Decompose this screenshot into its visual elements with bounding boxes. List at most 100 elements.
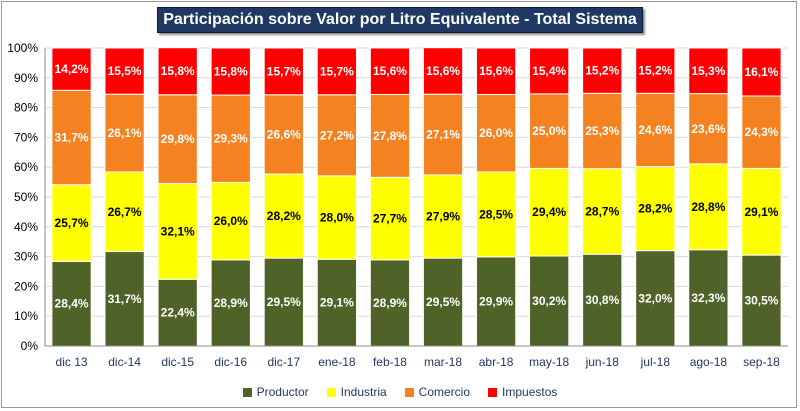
data-label: 28,5% bbox=[479, 207, 513, 221]
bar-segment bbox=[263, 94, 304, 175]
y-tick-label: 100% bbox=[7, 41, 38, 55]
data-label: 27,8% bbox=[373, 129, 407, 143]
data-label: 29,9% bbox=[479, 294, 513, 308]
x-tick-label: abr-18 bbox=[479, 355, 514, 369]
bar-segment bbox=[210, 181, 251, 261]
data-label: 31,7% bbox=[55, 131, 89, 145]
bar-segment bbox=[475, 47, 517, 95]
data-label: 16,1% bbox=[744, 65, 778, 79]
data-label: 15,4% bbox=[532, 64, 566, 78]
chart-title-box: Participación sobre Valor por Litro Equi… bbox=[157, 7, 643, 33]
data-label: 26,1% bbox=[108, 126, 142, 140]
x-tick-label: jun-18 bbox=[585, 355, 620, 369]
data-label: 28,2% bbox=[267, 209, 301, 223]
bar-segment bbox=[104, 171, 145, 253]
x-tick-label: ene-18 bbox=[318, 355, 356, 369]
data-label: 28,0% bbox=[320, 211, 354, 225]
data-label: 29,3% bbox=[214, 132, 248, 146]
chart-legend: Productor Industria Comercio Impuestos bbox=[0, 385, 800, 399]
data-label: 29,8% bbox=[161, 132, 195, 146]
bar-segment bbox=[104, 47, 145, 95]
chart-title: Participación sobre Valor por Litro Equi… bbox=[163, 11, 637, 28]
data-label: 31,7% bbox=[108, 292, 142, 306]
data-label: 32,0% bbox=[638, 291, 672, 305]
bar-segment bbox=[475, 93, 517, 173]
bar-segment bbox=[51, 47, 92, 91]
data-label: 26,0% bbox=[214, 214, 248, 228]
data-label: 29,5% bbox=[426, 295, 460, 309]
data-label: 28,9% bbox=[373, 296, 407, 310]
x-tick-label: ago-18 bbox=[690, 355, 728, 369]
bar-segment bbox=[475, 256, 517, 347]
y-tick-label: 0% bbox=[21, 339, 39, 353]
bar-segment bbox=[157, 47, 198, 96]
bar-segment bbox=[104, 251, 145, 347]
data-label: 15,8% bbox=[161, 64, 195, 78]
bar-segment bbox=[582, 92, 623, 170]
data-label: 27,9% bbox=[426, 210, 460, 224]
x-tick-label: dic 13 bbox=[56, 355, 88, 369]
data-label: 15,7% bbox=[267, 64, 301, 78]
bar-segment bbox=[369, 93, 411, 178]
legend-label: Comercio bbox=[418, 385, 471, 399]
data-label: 24,6% bbox=[638, 123, 672, 137]
bar-segment bbox=[741, 95, 782, 169]
data-label: 15,7% bbox=[320, 64, 354, 78]
bar-segment bbox=[582, 168, 623, 255]
bar-segment bbox=[369, 259, 411, 347]
y-tick-label: 80% bbox=[14, 101, 38, 115]
data-label: 29,5% bbox=[267, 295, 301, 309]
data-label: 15,6% bbox=[479, 64, 513, 78]
bar-segment bbox=[582, 47, 623, 94]
legend-label: Industria bbox=[340, 385, 387, 399]
legend-item: Impuestos bbox=[488, 385, 557, 399]
x-tick-label: dic-15 bbox=[161, 355, 194, 369]
bar-segment bbox=[369, 47, 411, 95]
bar-segment bbox=[157, 183, 198, 280]
legend-swatch bbox=[242, 387, 252, 397]
bar-segment bbox=[635, 92, 676, 168]
y-tick-label: 10% bbox=[14, 309, 38, 323]
data-label: 28,9% bbox=[214, 296, 248, 310]
bar-segment bbox=[688, 163, 729, 251]
data-label: 27,1% bbox=[426, 128, 460, 142]
data-label: 30,2% bbox=[532, 294, 566, 308]
data-label: 22,4% bbox=[161, 306, 195, 320]
data-label: 29,1% bbox=[744, 205, 778, 219]
data-label: 29,4% bbox=[532, 205, 566, 219]
data-label: 15,8% bbox=[214, 65, 248, 79]
bar-segment bbox=[741, 47, 782, 97]
bar-segment bbox=[263, 47, 304, 96]
bar-segment bbox=[263, 173, 304, 259]
y-tick-label: 50% bbox=[14, 190, 38, 204]
legend-item: Productor bbox=[242, 385, 309, 399]
data-label: 15,6% bbox=[426, 64, 460, 78]
bar-segment bbox=[316, 47, 358, 96]
bar-segment bbox=[741, 167, 782, 256]
x-tick-label: may-18 bbox=[529, 355, 569, 369]
data-label: 15,3% bbox=[691, 64, 725, 78]
data-label: 26,6% bbox=[267, 127, 301, 141]
x-tick-label: mar-18 bbox=[424, 355, 462, 369]
bar-segment bbox=[51, 89, 92, 186]
data-label: 27,7% bbox=[373, 212, 407, 226]
legend-swatch bbox=[488, 387, 498, 397]
bar-segment bbox=[422, 93, 464, 176]
data-label: 28,8% bbox=[691, 200, 725, 214]
bar-segment bbox=[529, 47, 570, 95]
y-tick-label: 30% bbox=[14, 250, 38, 264]
bar-segment bbox=[210, 47, 251, 96]
data-label: 15,2% bbox=[638, 64, 672, 78]
bar-segment bbox=[263, 257, 304, 347]
x-tick-label: feb-18 bbox=[373, 355, 407, 369]
bar-segment bbox=[422, 47, 464, 95]
data-label: 14,2% bbox=[55, 62, 89, 76]
data-label: 29,1% bbox=[320, 296, 354, 310]
data-label: 26,7% bbox=[108, 205, 142, 219]
data-label: 15,5% bbox=[108, 64, 142, 78]
x-tick-label: dic-16 bbox=[214, 355, 247, 369]
data-label: 28,2% bbox=[638, 202, 672, 216]
bar-segment bbox=[688, 93, 729, 165]
bar-segment bbox=[635, 47, 676, 94]
